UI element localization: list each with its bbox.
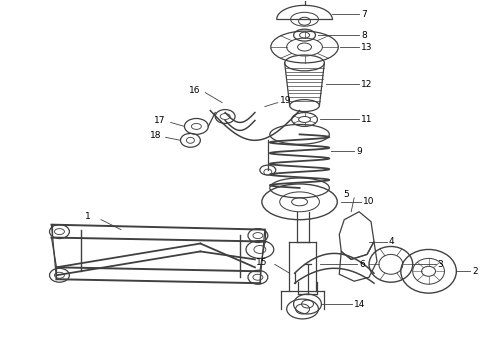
Text: 12: 12 xyxy=(361,80,372,89)
Text: 1: 1 xyxy=(85,212,91,221)
Text: 7: 7 xyxy=(361,10,367,19)
Text: 2: 2 xyxy=(472,267,478,276)
Text: 19: 19 xyxy=(280,96,291,105)
Text: 13: 13 xyxy=(361,42,372,51)
Text: 8: 8 xyxy=(361,31,367,40)
Text: 15: 15 xyxy=(256,258,268,267)
Text: 14: 14 xyxy=(354,300,366,309)
Text: 3: 3 xyxy=(438,260,443,269)
Text: 16: 16 xyxy=(189,86,200,95)
Text: 17: 17 xyxy=(154,116,166,125)
Text: 4: 4 xyxy=(389,237,394,246)
Text: 5: 5 xyxy=(343,190,349,199)
Text: 9: 9 xyxy=(356,147,362,156)
Text: 11: 11 xyxy=(361,115,372,124)
Text: 6: 6 xyxy=(359,260,365,269)
Text: 18: 18 xyxy=(150,131,162,140)
Text: 10: 10 xyxy=(363,197,374,206)
